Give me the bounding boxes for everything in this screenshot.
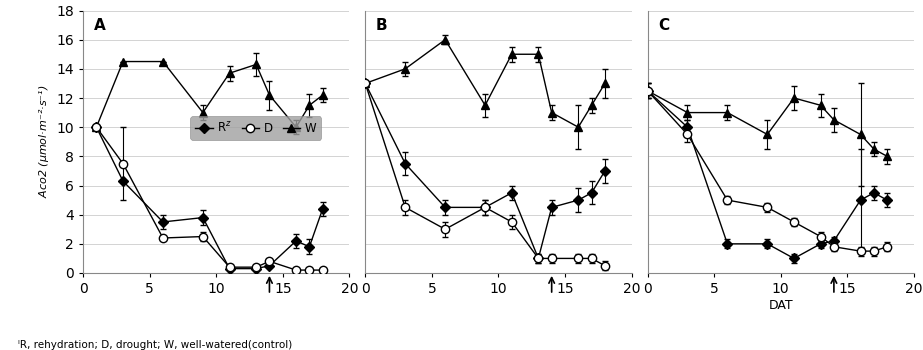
Text: C: C xyxy=(658,18,669,33)
Text: A: A xyxy=(94,18,105,33)
Text: ᴵR, rehydration; D, drought; W, well-watered(control): ᴵR, rehydration; D, drought; W, well-wat… xyxy=(18,340,293,350)
Legend: R$^z$, D, W: R$^z$, D, W xyxy=(190,116,321,140)
Text: B: B xyxy=(376,18,388,33)
X-axis label: DAT: DAT xyxy=(768,299,793,312)
Y-axis label: $A$co2 (μmol·m⁻²·s⁻¹): $A$co2 (μmol·m⁻²·s⁻¹) xyxy=(37,85,51,198)
